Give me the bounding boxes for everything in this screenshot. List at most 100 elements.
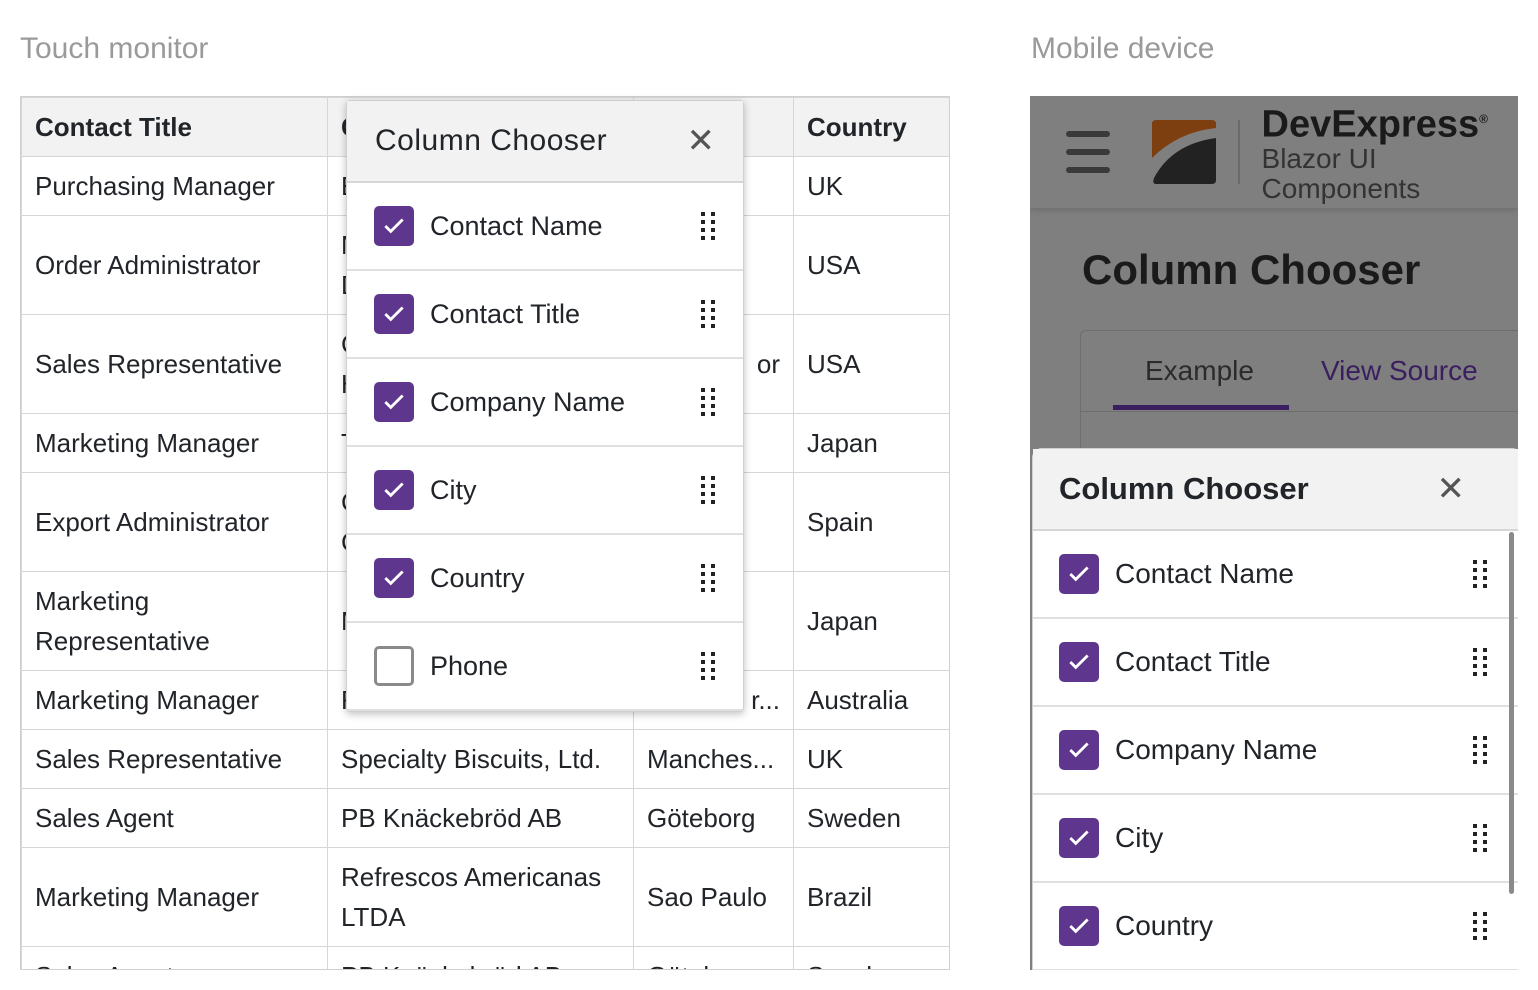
mobile-device-label: Mobile device: [1031, 32, 1215, 65]
table-cell: Sweden: [793, 946, 949, 969]
column-chooser-item[interactable]: Country: [1033, 883, 1518, 970]
table-cell: PB Knäckebröd AB: [327, 946, 634, 969]
drag-handle-icon[interactable]: [701, 564, 715, 592]
table-cell: UK: [793, 156, 949, 216]
checkmark-icon: [384, 482, 404, 498]
column-chooser-popup: Column Chooser ✕ Contact Name Contact Tit…: [346, 100, 744, 712]
scrollbar[interactable]: [1509, 532, 1514, 894]
app-header: DevExpress® Blazor UI Components: [1030, 96, 1518, 208]
table-row[interactable]: Sales Representative Specialty Biscuits, …: [21, 729, 949, 789]
column-label: Contact Name: [430, 210, 603, 241]
drag-handle-icon[interactable]: [701, 300, 715, 328]
hamburger-menu-icon[interactable]: [1066, 131, 1110, 173]
checkmark-icon: [384, 394, 404, 410]
column-label: Contact Name: [1115, 558, 1294, 589]
registered-mark: ®: [1479, 112, 1488, 127]
brand: DevExpress® Blazor UI Components: [1262, 100, 1518, 204]
column-chooser-item[interactable]: Phone: [347, 623, 743, 711]
table-cell: Purchasing Manager: [21, 156, 328, 216]
column-chooser-item[interactable]: Company Name: [1033, 707, 1518, 795]
table-cell: PB Knäckebröd AB: [327, 788, 634, 848]
table-cell: Marketing Manager: [21, 413, 328, 473]
column-chooser-item[interactable]: Contact Title: [1033, 619, 1518, 707]
drag-handle-icon[interactable]: [701, 652, 715, 680]
checkbox[interactable]: [1059, 642, 1099, 682]
table-cell: Refrescos Americanas LTDA: [327, 847, 634, 947]
column-chooser-item[interactable]: Contact Title: [347, 271, 743, 359]
tab-example[interactable]: Example: [1145, 355, 1254, 386]
drag-handle-icon[interactable]: [1473, 648, 1487, 676]
mobile-column-chooser: Column Chooser ✕ Contact Name Contact Tit…: [1032, 448, 1518, 970]
table-cell: Sao Paulo: [633, 847, 794, 947]
table-cell: Brazil: [793, 847, 949, 947]
checkbox[interactable]: [374, 646, 414, 686]
column-header[interactable]: Contact Title: [21, 97, 328, 157]
table-cell: Marketing Manager: [21, 847, 328, 947]
close-icon[interactable]: ✕: [686, 122, 716, 160]
table-cell: UK: [793, 729, 949, 789]
checkbox[interactable]: [1059, 906, 1099, 946]
checkmark-icon: [1069, 918, 1089, 934]
table-cell: Australia: [793, 670, 949, 730]
table-cell: Sweden: [793, 788, 949, 848]
table-cell: Spain: [793, 472, 949, 572]
column-chooser-item[interactable]: Company Name: [347, 359, 743, 447]
page-title: Column Chooser: [1082, 246, 1421, 293]
table-cell: Marketing Manager: [21, 670, 328, 730]
checkmark-icon: [1069, 830, 1089, 846]
drag-handle-icon[interactable]: [701, 388, 715, 416]
touch-monitor-label: Touch monitor: [20, 32, 209, 65]
column-header[interactable]: Country: [793, 97, 949, 157]
table-cell: Order Administrator: [21, 215, 328, 315]
devexpress-logo-icon: [1151, 120, 1216, 184]
column-label: Country: [1115, 910, 1214, 941]
checkmark-icon: [384, 570, 404, 586]
column-chooser-title: Column Chooser: [375, 124, 608, 157]
drag-handle-icon[interactable]: [1473, 912, 1487, 940]
drag-handle-icon[interactable]: [701, 212, 715, 240]
tab-view-source[interactable]: View Source: [1321, 355, 1478, 386]
checkmark-icon: [384, 306, 404, 322]
checkmark-icon: [1069, 742, 1089, 758]
table-cell: Marketing Representative: [21, 571, 328, 671]
column-chooser-item[interactable]: Country: [347, 535, 743, 623]
column-chooser-item[interactable]: City: [347, 447, 743, 535]
table-cell: Göteborg: [633, 946, 794, 969]
table-cell: Specialty Biscuits, Ltd.: [327, 729, 634, 789]
drag-handle-icon[interactable]: [1473, 824, 1487, 852]
active-tab-indicator: [1113, 405, 1289, 410]
table-row[interactable]: Marketing Manager Refrescos Americanas LT…: [21, 847, 949, 947]
logo-divider: [1237, 120, 1240, 184]
column-chooser-item[interactable]: Contact Name: [347, 183, 743, 271]
brand-subtitle: Blazor UI Components: [1261, 142, 1421, 204]
table-cell: Göteborg: [633, 788, 794, 848]
table-cell: Manches...: [633, 729, 794, 789]
column-chooser-header: Column Chooser ✕: [347, 101, 743, 183]
brand-name: DevExpress: [1261, 103, 1480, 146]
checkbox[interactable]: [374, 206, 414, 246]
table-cell: Japan: [793, 413, 949, 473]
checkbox[interactable]: [1059, 554, 1099, 594]
column-label: City: [430, 474, 477, 505]
column-chooser-title: Column Chooser: [1059, 471, 1309, 506]
column-chooser-item[interactable]: City: [1033, 795, 1518, 883]
column-chooser-item[interactable]: Contact Name: [1033, 531, 1518, 619]
checkbox[interactable]: [1059, 818, 1099, 858]
checkbox[interactable]: [374, 294, 414, 334]
drag-handle-icon[interactable]: [701, 476, 715, 504]
checkbox[interactable]: [374, 382, 414, 422]
table-cell: Sales Agent: [21, 788, 328, 848]
close-icon[interactable]: ✕: [1436, 470, 1466, 508]
checkmark-icon: [1069, 654, 1089, 670]
table-cell: USA: [793, 314, 949, 414]
checkbox[interactable]: [374, 558, 414, 598]
checkbox[interactable]: [1059, 730, 1099, 770]
table-cell: Sales Representative: [21, 314, 328, 414]
checkbox[interactable]: [374, 470, 414, 510]
drag-handle-icon[interactable]: [1473, 736, 1487, 764]
drag-handle-icon[interactable]: [1473, 560, 1487, 588]
table-cell: Sales Representative: [21, 729, 328, 789]
column-label: Country: [430, 562, 525, 593]
